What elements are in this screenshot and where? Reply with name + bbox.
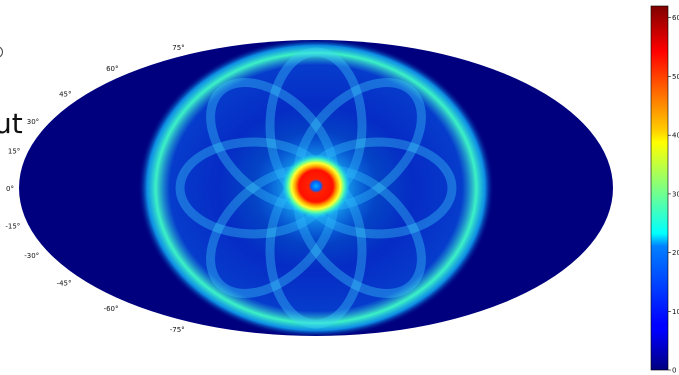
heatmap-layer	[138, 40, 494, 336]
colorbar-tick-label: 20	[672, 249, 679, 257]
colorbar-tick-label: 60	[672, 14, 679, 22]
lat-tick-label: 15°	[8, 148, 20, 156]
colorbar-gradient	[650, 5, 669, 371]
colorbar-tick-label: 0	[672, 367, 676, 375]
lat-tick-label: 0°	[6, 185, 14, 193]
latitude-labels: 75° 60° 45° 30° 15° 0° -15° -30° -45° -60° -75°	[5, 44, 184, 334]
lat-tick-label: -15°	[5, 222, 20, 230]
lat-tick-label: 30°	[27, 118, 39, 126]
overlay-text: ut	[0, 107, 23, 140]
colorbar-tick-label: 10	[672, 308, 679, 316]
lat-tick-label: 75°	[172, 44, 184, 52]
lat-tick-label: -60°	[104, 305, 119, 313]
colorbar-ticks: 0 10 20 30 40 50 60	[668, 14, 679, 375]
lat-tick-label: -75°	[170, 326, 185, 334]
colorbar: 0 10 20 30 40 50 60	[650, 5, 679, 375]
lat-tick-label: 60°	[106, 65, 118, 73]
map-panel: 75° 60° 45° 30° 15° 0° -15° -30° -45° -60° -75°	[5, 40, 613, 336]
feature-core	[282, 154, 350, 218]
colorbar-tick-label: 40	[672, 132, 679, 140]
lat-tick-label: -45°	[57, 280, 72, 288]
lat-tick-label: 45°	[59, 90, 71, 98]
colorbar-tick-label: 30	[672, 190, 679, 198]
colorbar-tick-label: 50	[672, 73, 679, 81]
lat-tick-label: -30°	[24, 252, 39, 260]
